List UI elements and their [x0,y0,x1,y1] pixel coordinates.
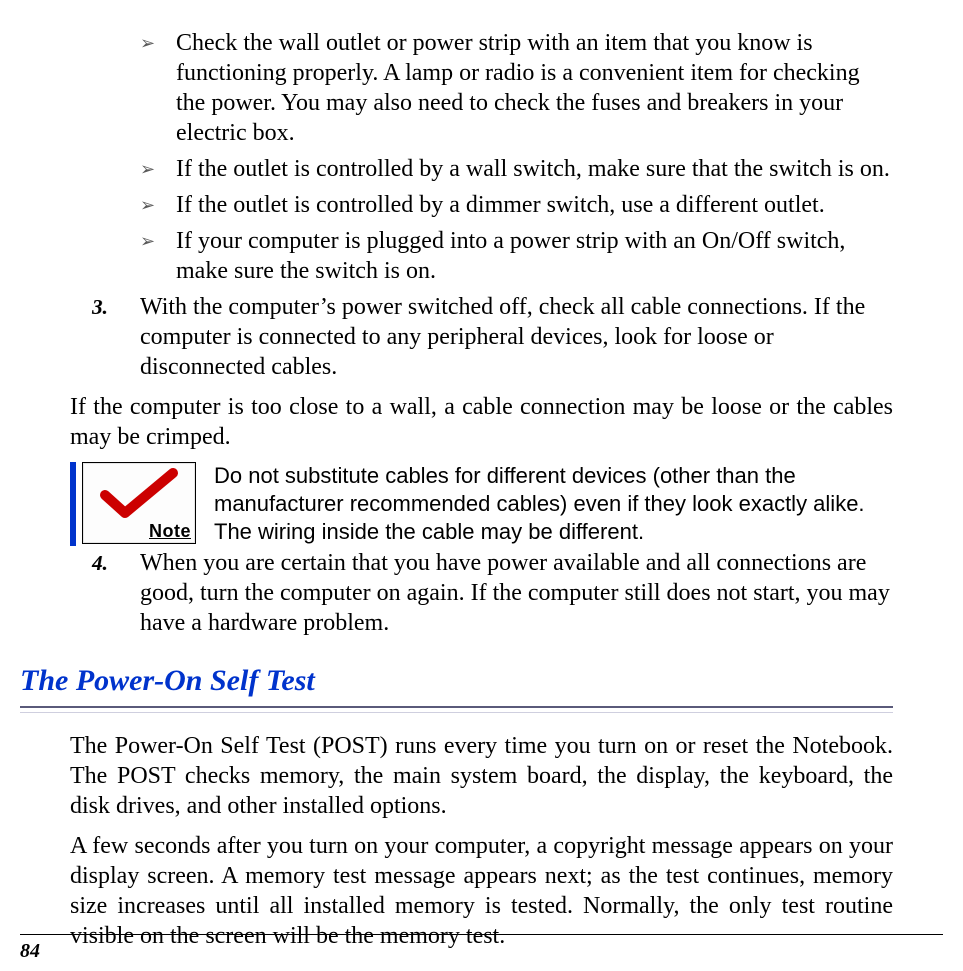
step-3: 3. With the computer’s power switched of… [92,292,893,382]
bullet-item: ➢ If the outlet is controlled by a wall … [140,154,893,184]
step-number: 4. [92,548,140,638]
step-number: 3. [92,292,140,382]
bullet-item: ➢ Check the wall outlet or power strip w… [140,28,893,148]
note-icon: Note [82,462,196,544]
step-4: 4. When you are certain that you have po… [92,548,893,638]
section-heading-rule [20,706,893,713]
bullet-marker-icon: ➢ [140,226,176,286]
bullet-marker-icon: ➢ [140,28,176,148]
step-text: With the computer’s power switched off, … [140,292,893,382]
bullet-text: Check the wall outlet or power strip wit… [176,28,893,148]
post-paragraph-2: A few seconds after you turn on your com… [70,831,893,951]
checkmark-icon [95,465,185,523]
post-paragraph-1: The Power-On Self Test (POST) runs every… [70,731,893,821]
note-text: Do not substitute cables for different d… [214,462,893,546]
bullet-marker-icon: ➢ [140,154,176,184]
note-accent-bar [70,462,76,546]
proximity-paragraph: If the computer is too close to a wall, … [70,392,893,452]
bullet-item: ➢ If your computer is plugged into a pow… [140,226,893,286]
bullet-item: ➢ If the outlet is controlled by a dimme… [140,190,893,220]
bullet-text: If the outlet is controlled by a wall sw… [176,154,890,184]
bullet-marker-icon: ➢ [140,190,176,220]
step-text: When you are certain that you have power… [140,548,893,638]
document-page: ➢ Check the wall outlet or power strip w… [0,0,963,971]
bullet-text: If your computer is plugged into a power… [176,226,893,286]
bullet-text: If the outlet is controlled by a dimmer … [176,190,825,220]
section-heading: The Power-On Self Test [20,664,893,698]
note-label: Note [149,521,191,542]
page-number: 84 [20,940,40,963]
bullet-list: ➢ Check the wall outlet or power strip w… [140,28,893,286]
footer-rule [20,934,943,935]
note-block: Note Do not substitute cables for differ… [70,462,893,546]
